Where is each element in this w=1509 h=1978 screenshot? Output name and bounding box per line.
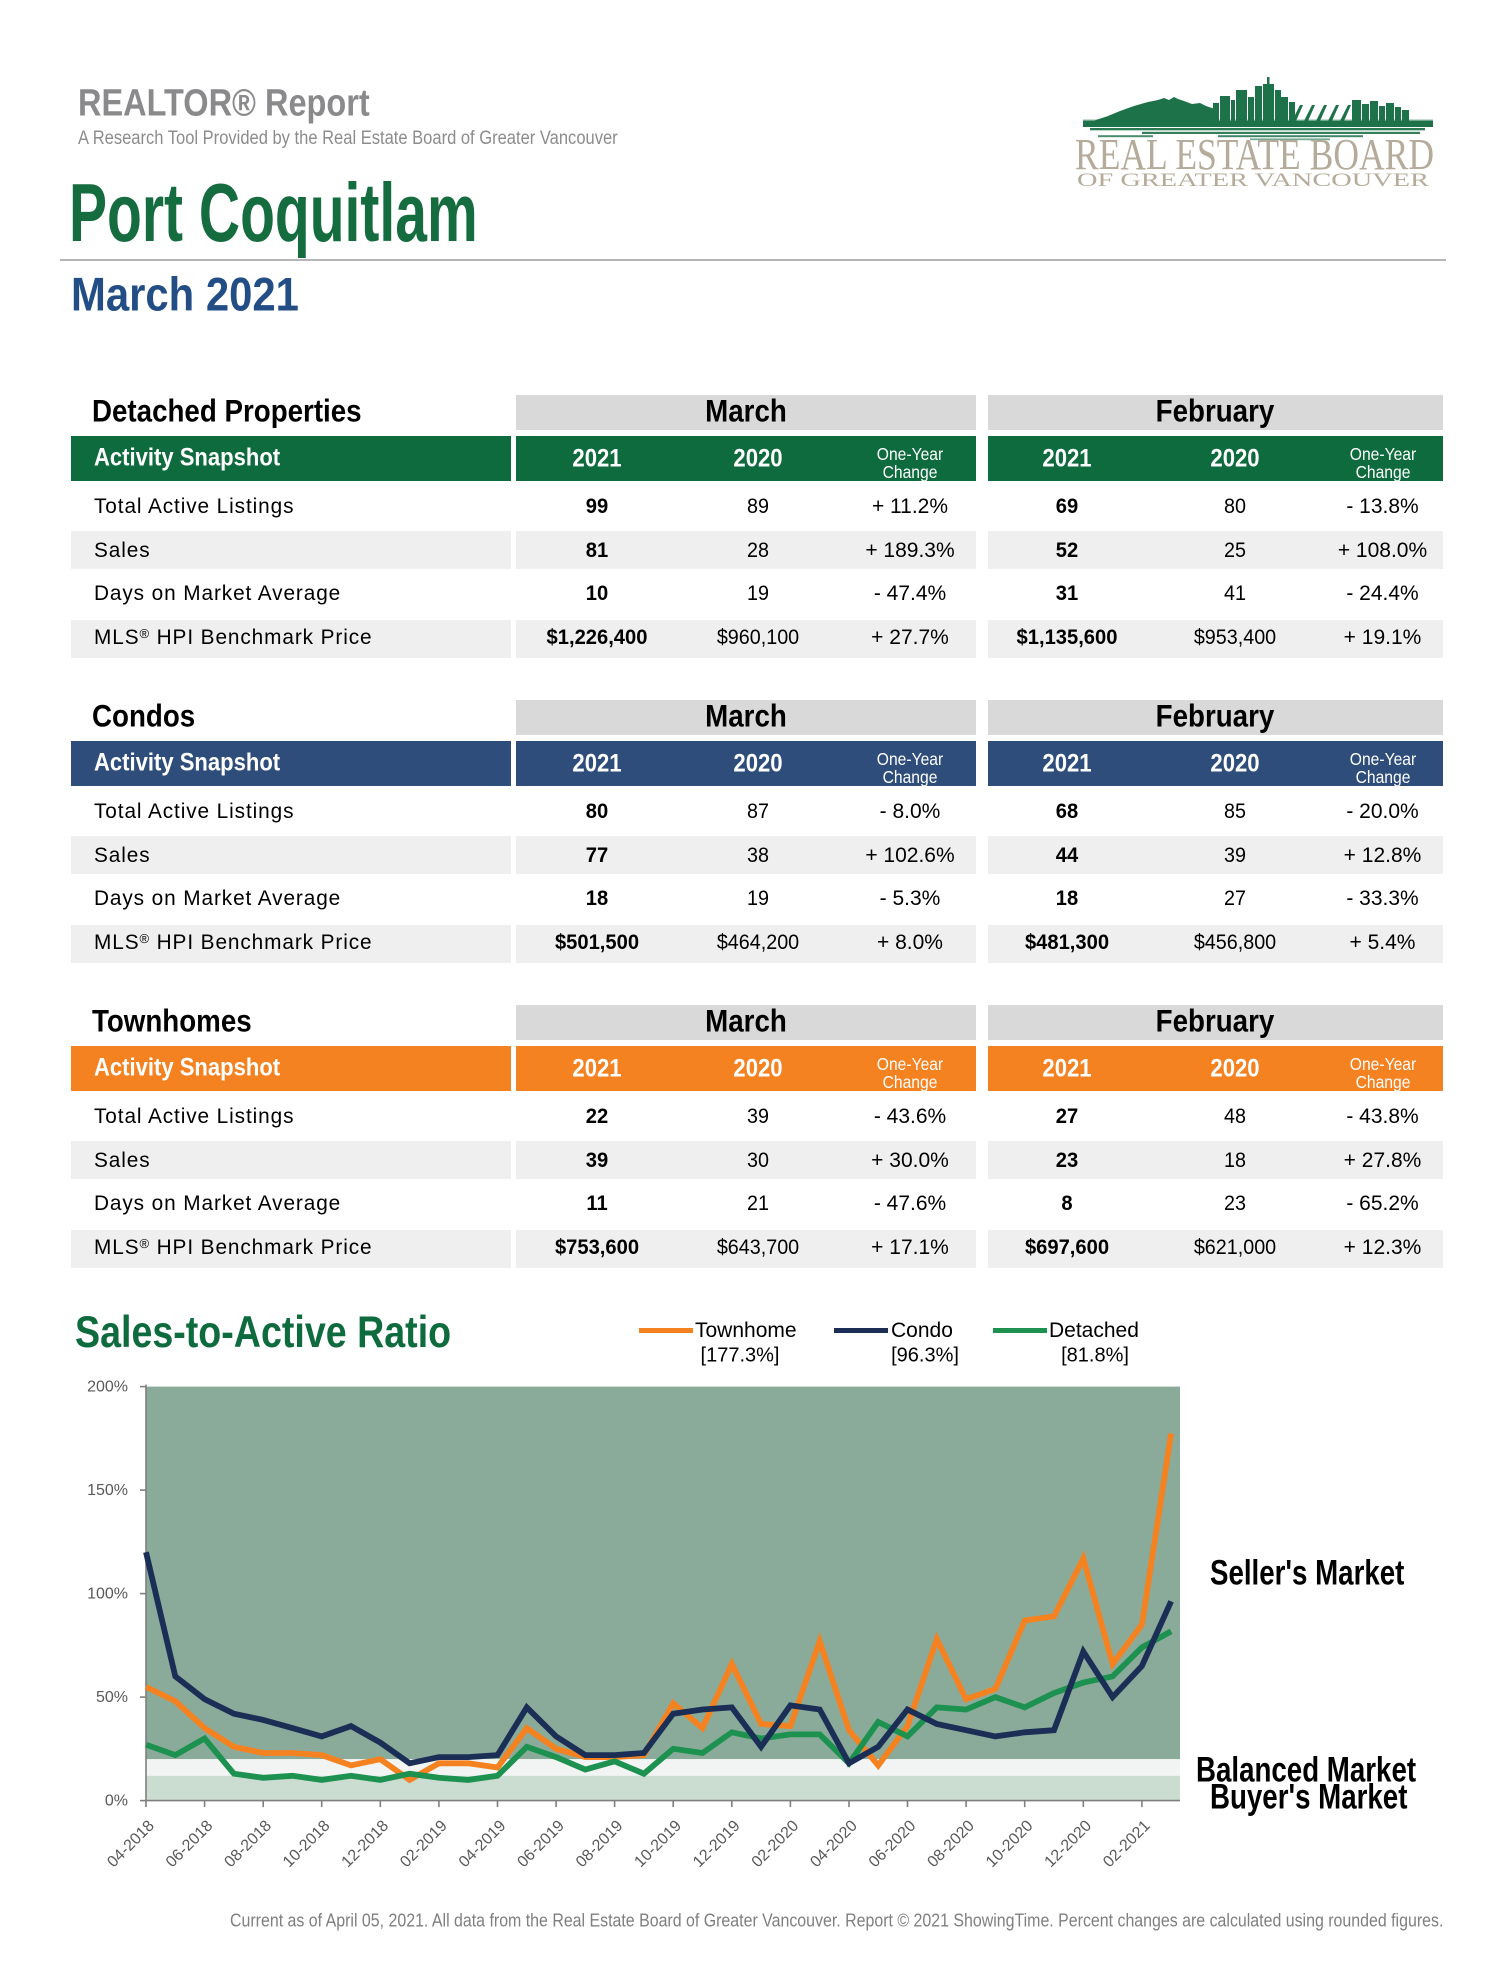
- svg-text:12-2019: 12-2019: [690, 1817, 744, 1871]
- svg-text:150%: 150%: [87, 1482, 128, 1499]
- svg-text:02-2020: 02-2020: [749, 1817, 803, 1871]
- svg-text:0%: 0%: [105, 1793, 128, 1810]
- svg-text:08-2018: 08-2018: [221, 1817, 275, 1871]
- svg-text:OF GREATER VANCOUVER: OF GREATER VANCOUVER: [1077, 170, 1429, 191]
- svg-text:10-2018: 10-2018: [280, 1817, 334, 1871]
- svg-text:200%: 200%: [87, 1379, 128, 1396]
- svg-text:12-2018: 12-2018: [339, 1817, 393, 1871]
- svg-text:06-2019: 06-2019: [514, 1817, 568, 1871]
- svg-text:REAL ESTATE BOARD: REAL ESTATE BOARD: [1075, 130, 1434, 179]
- svg-text:10-2019: 10-2019: [631, 1817, 685, 1871]
- svg-text:06-2018: 06-2018: [163, 1817, 217, 1871]
- svg-text:06-2020: 06-2020: [866, 1817, 920, 1871]
- svg-text:50%: 50%: [96, 1689, 128, 1706]
- svg-text:10-2020: 10-2020: [983, 1817, 1037, 1871]
- svg-text:04-2019: 04-2019: [456, 1817, 510, 1871]
- svg-text:100%: 100%: [87, 1586, 128, 1603]
- svg-text:04-2018: 04-2018: [104, 1817, 158, 1871]
- svg-text:08-2020: 08-2020: [924, 1817, 978, 1871]
- svg-text:12-2020: 12-2020: [1042, 1817, 1096, 1871]
- svg-text:04-2020: 04-2020: [807, 1817, 861, 1871]
- svg-text:02-2019: 02-2019: [397, 1817, 451, 1871]
- svg-text:08-2019: 08-2019: [573, 1817, 627, 1871]
- svg-text:02-2021: 02-2021: [1100, 1817, 1154, 1871]
